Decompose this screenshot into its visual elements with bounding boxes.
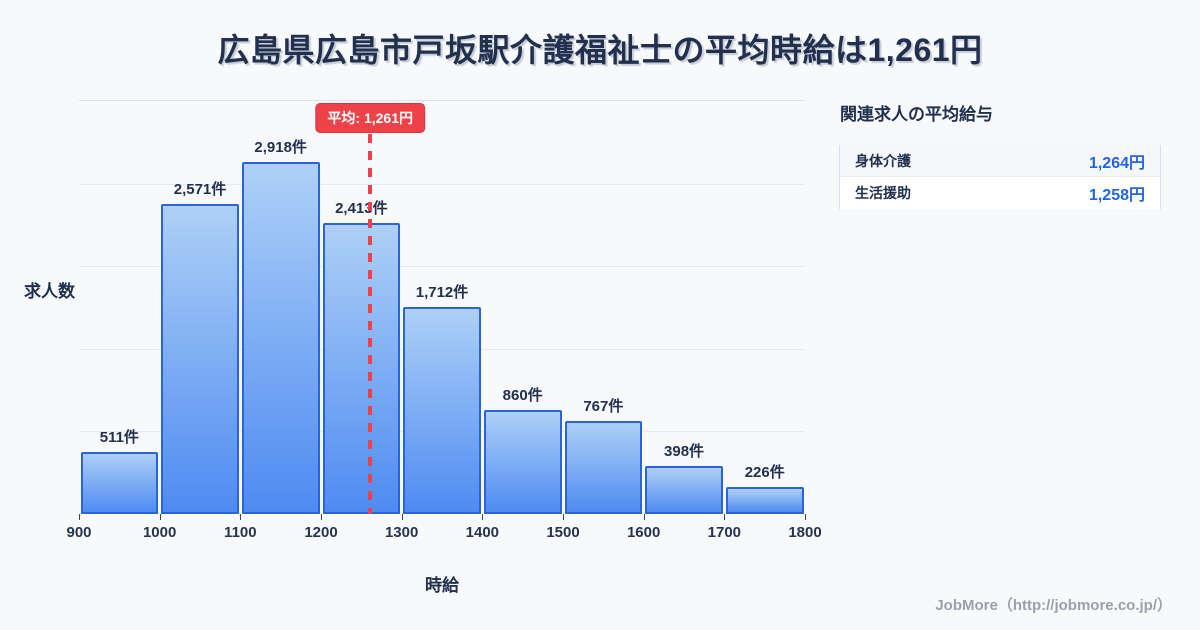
related-job-value: 1,264円 (1088, 154, 1145, 172)
page-title: 広島県広島市戸坂駅介護福祉士の平均時給は1,261円 (217, 32, 983, 68)
histogram-bar (161, 204, 239, 514)
bars-container: 511件 2,571件 2,918件 2,413件 1,712件 860件 767件 398件… (79, 101, 805, 514)
bar-value-label: 767件 (583, 398, 624, 415)
related-jobs-panel-title: 関連求人の平均給与 (840, 105, 993, 124)
bar-value-label: 1,712件 (415, 284, 469, 301)
x-tick-label: 1700 (707, 524, 742, 541)
x-tick-mark (482, 514, 484, 520)
bar-value-label: 2,918件 (254, 139, 307, 156)
histogram-bar-slot: 860件 (482, 101, 563, 514)
x-tick-mark (643, 514, 645, 520)
x-tick-label: 1400 (465, 524, 500, 541)
x-tick-mark (159, 514, 161, 520)
related-job-label: 身体介護 (855, 152, 911, 169)
histogram-bar (483, 410, 562, 514)
x-tick-mark (805, 514, 806, 520)
histogram-bar-slot: 1,712件 (402, 101, 483, 514)
histogram-bar (725, 487, 804, 514)
related-job-row: 生活援助 1,258円 (840, 177, 1160, 209)
histogram-plot-area: 511件 2,571件 2,918件 2,413件 1,712件 860件 767件 398件… (79, 100, 805, 514)
x-tick-label: 1200 (304, 524, 338, 541)
histogram-bar-slot: 398件 (644, 101, 725, 514)
x-tick-mark (401, 514, 403, 520)
histogram-bar (322, 223, 401, 514)
bar-value-label: 860件 (502, 387, 543, 404)
related-job-row: 身体介護 1,264円 (840, 145, 1160, 177)
histogram-bar-slot: 767件 (563, 101, 644, 514)
related-job-label: 生活援助 (855, 185, 911, 201)
histogram-bar-slot: 2,571件 (160, 101, 241, 514)
histogram-bar (564, 421, 643, 514)
histogram-bar-slot: 2,918件 (240, 101, 321, 514)
histogram-bar (80, 452, 159, 514)
histogram-bar (403, 307, 481, 514)
bar-value-label: 398件 (664, 443, 705, 460)
x-tick-label: 1800 (788, 524, 822, 541)
gridline (79, 183, 805, 185)
mean-dashed-line (368, 134, 373, 514)
histogram-bar-slot: 2,413件 (321, 101, 402, 514)
x-tick-label: 900 (66, 524, 92, 541)
related-job-value: 1,258円 (1088, 187, 1145, 204)
y-axis-label: 求人数 (24, 282, 75, 301)
x-tick-mark (724, 514, 726, 520)
x-tick-mark (240, 514, 242, 520)
x-tick-label: 1600 (626, 524, 661, 541)
x-tick-mark (79, 514, 80, 520)
histogram-bar-slot: 511件 (79, 101, 160, 514)
bar-value-label: 511件 (99, 429, 139, 446)
x-tick-label: 1000 (142, 524, 177, 541)
histogram-bar-slot: 226件 (724, 101, 805, 514)
x-tick-label: 1100 (224, 524, 257, 541)
mean-badge: 平均: 1,261円 (315, 103, 425, 133)
bar-value-label: 2,571件 (173, 181, 227, 198)
gridline (79, 266, 805, 268)
bar-value-label: 2,413件 (335, 200, 388, 217)
related-jobs-table: 身体介護 1,264円生活援助 1,258円 (839, 145, 1161, 209)
x-tick-label: 1500 (546, 524, 580, 541)
bar-value-label: 226件 (744, 464, 785, 481)
x-axis-label: 時給 (425, 576, 459, 595)
footer-credit: JobMore（http://jobmore.co.jp/） (935, 597, 1172, 614)
histogram-bar (241, 162, 320, 514)
x-tick-mark (563, 514, 564, 520)
x-tick-label: 1300 (384, 524, 419, 541)
x-tick-mark (321, 514, 322, 520)
histogram-bar (645, 466, 723, 514)
